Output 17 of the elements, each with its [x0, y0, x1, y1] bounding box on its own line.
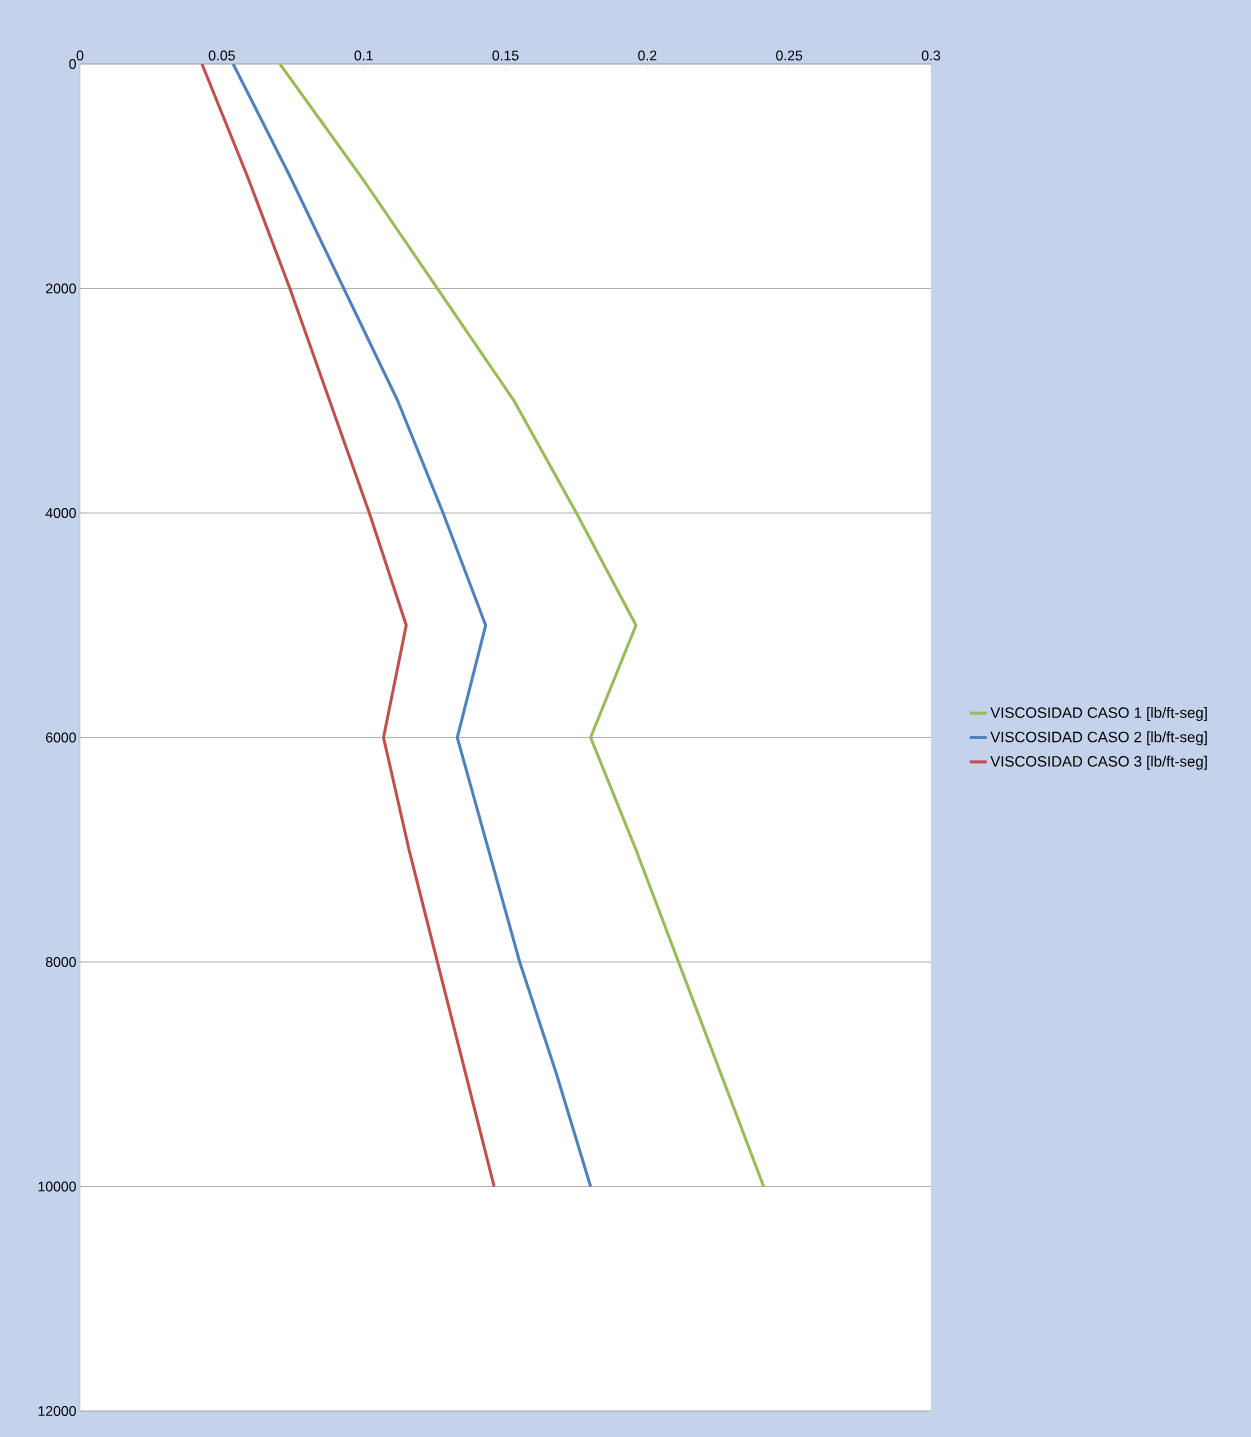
y-tick-label: 4000 [45, 508, 76, 518]
x-tick-label: 0 [76, 50, 84, 61]
y-tick-label: 6000 [46, 732, 76, 743]
y-tick-label: 8000 [45, 957, 76, 967]
x-tick-label: 0.15 [492, 50, 519, 61]
legend-label: VISCOSIDAD CASO 1 [lb/ft-seg] [990, 706, 1207, 721]
legend-label: VISCOSIDAD CASO 3 [lb/ft-seg] [990, 755, 1207, 770]
x-tick-label: 0.3 [921, 50, 941, 61]
x-tick-label: 0.25 [776, 50, 803, 61]
y-tick-label: 10000 [38, 1181, 76, 1192]
x-tick-label: 0.1 [354, 50, 373, 61]
y-tick-label: 2000 [46, 283, 76, 294]
y-tick-label: 0 [69, 59, 76, 69]
y-tick-label: 12000 [38, 1406, 76, 1416]
legend-label: VISCOSIDAD CASO 2 [lb/ft-seg] [990, 731, 1207, 746]
x-tick-label: 0.05 [208, 50, 235, 61]
x-tick-label: 0.2 [638, 50, 657, 61]
